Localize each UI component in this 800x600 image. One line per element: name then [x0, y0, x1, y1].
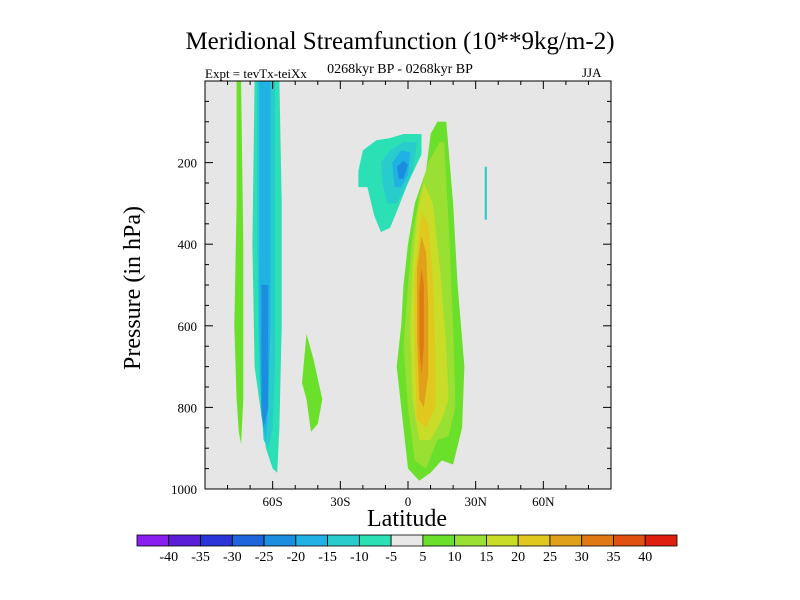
colorbar-label: -5: [385, 550, 397, 565]
colorbar-label: -40: [159, 550, 178, 565]
axis-ticks: [204, 81, 612, 489]
colorbar-label: -30: [223, 550, 242, 565]
x-tick-label: 30S: [330, 494, 350, 509]
colorbar-label: 10: [448, 550, 462, 565]
colorbar-box: [327, 534, 360, 547]
contour-fills: [234, 81, 487, 481]
colorbar-label: 25: [543, 550, 557, 565]
colorbar-label: -10: [350, 550, 369, 565]
x-tick-label: 30N: [464, 494, 487, 509]
x-tick-label: 0: [405, 494, 412, 509]
contour-positive-70s: [234, 81, 244, 445]
y-tick-label: 1000: [171, 482, 197, 497]
colorbar-label: -35: [191, 550, 210, 565]
colorbar-box: [549, 534, 583, 547]
contour-negative-60s-core: [261, 285, 269, 428]
colorbar-box: [136, 534, 170, 547]
y-tick-label: 200: [178, 156, 198, 171]
colorbar-box: [454, 534, 487, 547]
colorbar-label: 5: [419, 550, 426, 565]
y-tick-label: 800: [178, 400, 198, 415]
experiment-label: Expt = tevTx-teiXx: [205, 66, 307, 81]
colorbar-label: -20: [286, 550, 305, 565]
colorbar-label: 40: [638, 550, 652, 565]
colorbar-box: [231, 534, 265, 547]
colorbar-box: [644, 534, 678, 547]
x-tick-label: 60S: [263, 494, 283, 509]
colorbar-label: -15: [318, 550, 337, 565]
colorbar-box: [200, 534, 233, 547]
y-axis-label: Pressure (in hPa): [120, 206, 146, 370]
colorbar-labels: -40 -35 -30 -25 -20 -15 -10 -5 5 10 15 20 25 30 35 40: [159, 550, 652, 565]
colorbar: [136, 534, 678, 547]
season-label: JJA: [582, 65, 602, 80]
axis-tick-labels: 200 400 600 800 1000 60S 30S 0 30N 60N: [171, 156, 555, 509]
colorbar-label: 15: [479, 550, 493, 565]
contour-hadley-30: [419, 268, 424, 375]
x-tick-label: 60N: [532, 494, 555, 509]
contour-negative-tropics-core: [396, 160, 408, 179]
colorbar-label: 20: [511, 550, 525, 565]
colorbar-box: [263, 534, 297, 547]
x-axis-label: Latitude: [367, 506, 447, 532]
y-tick-label: 600: [178, 319, 198, 334]
colorbar-box: [517, 534, 551, 547]
colorbar-box: [613, 534, 646, 547]
contour-positive-45s: [302, 334, 323, 432]
colorbar-box: [168, 534, 201, 547]
contour-negative-35n: [484, 166, 487, 220]
colorbar-box: [486, 534, 519, 547]
colorbar-box: [581, 534, 614, 547]
colorbar-box: [422, 534, 456, 547]
colorbar-label: 35: [606, 550, 620, 565]
colorbar-label: 30: [575, 550, 589, 565]
chart-title: Meridional Streamfunction (10**9kg/m-2): [185, 28, 615, 55]
colorbar-box: [358, 534, 392, 547]
y-tick-label: 400: [178, 237, 198, 252]
colorbar-box: [295, 534, 328, 547]
colorbar-label: -25: [255, 550, 274, 565]
colorbar-box: [390, 534, 424, 547]
chart-subtitle: 0268kyr BP - 0268kyr BP: [327, 62, 473, 77]
